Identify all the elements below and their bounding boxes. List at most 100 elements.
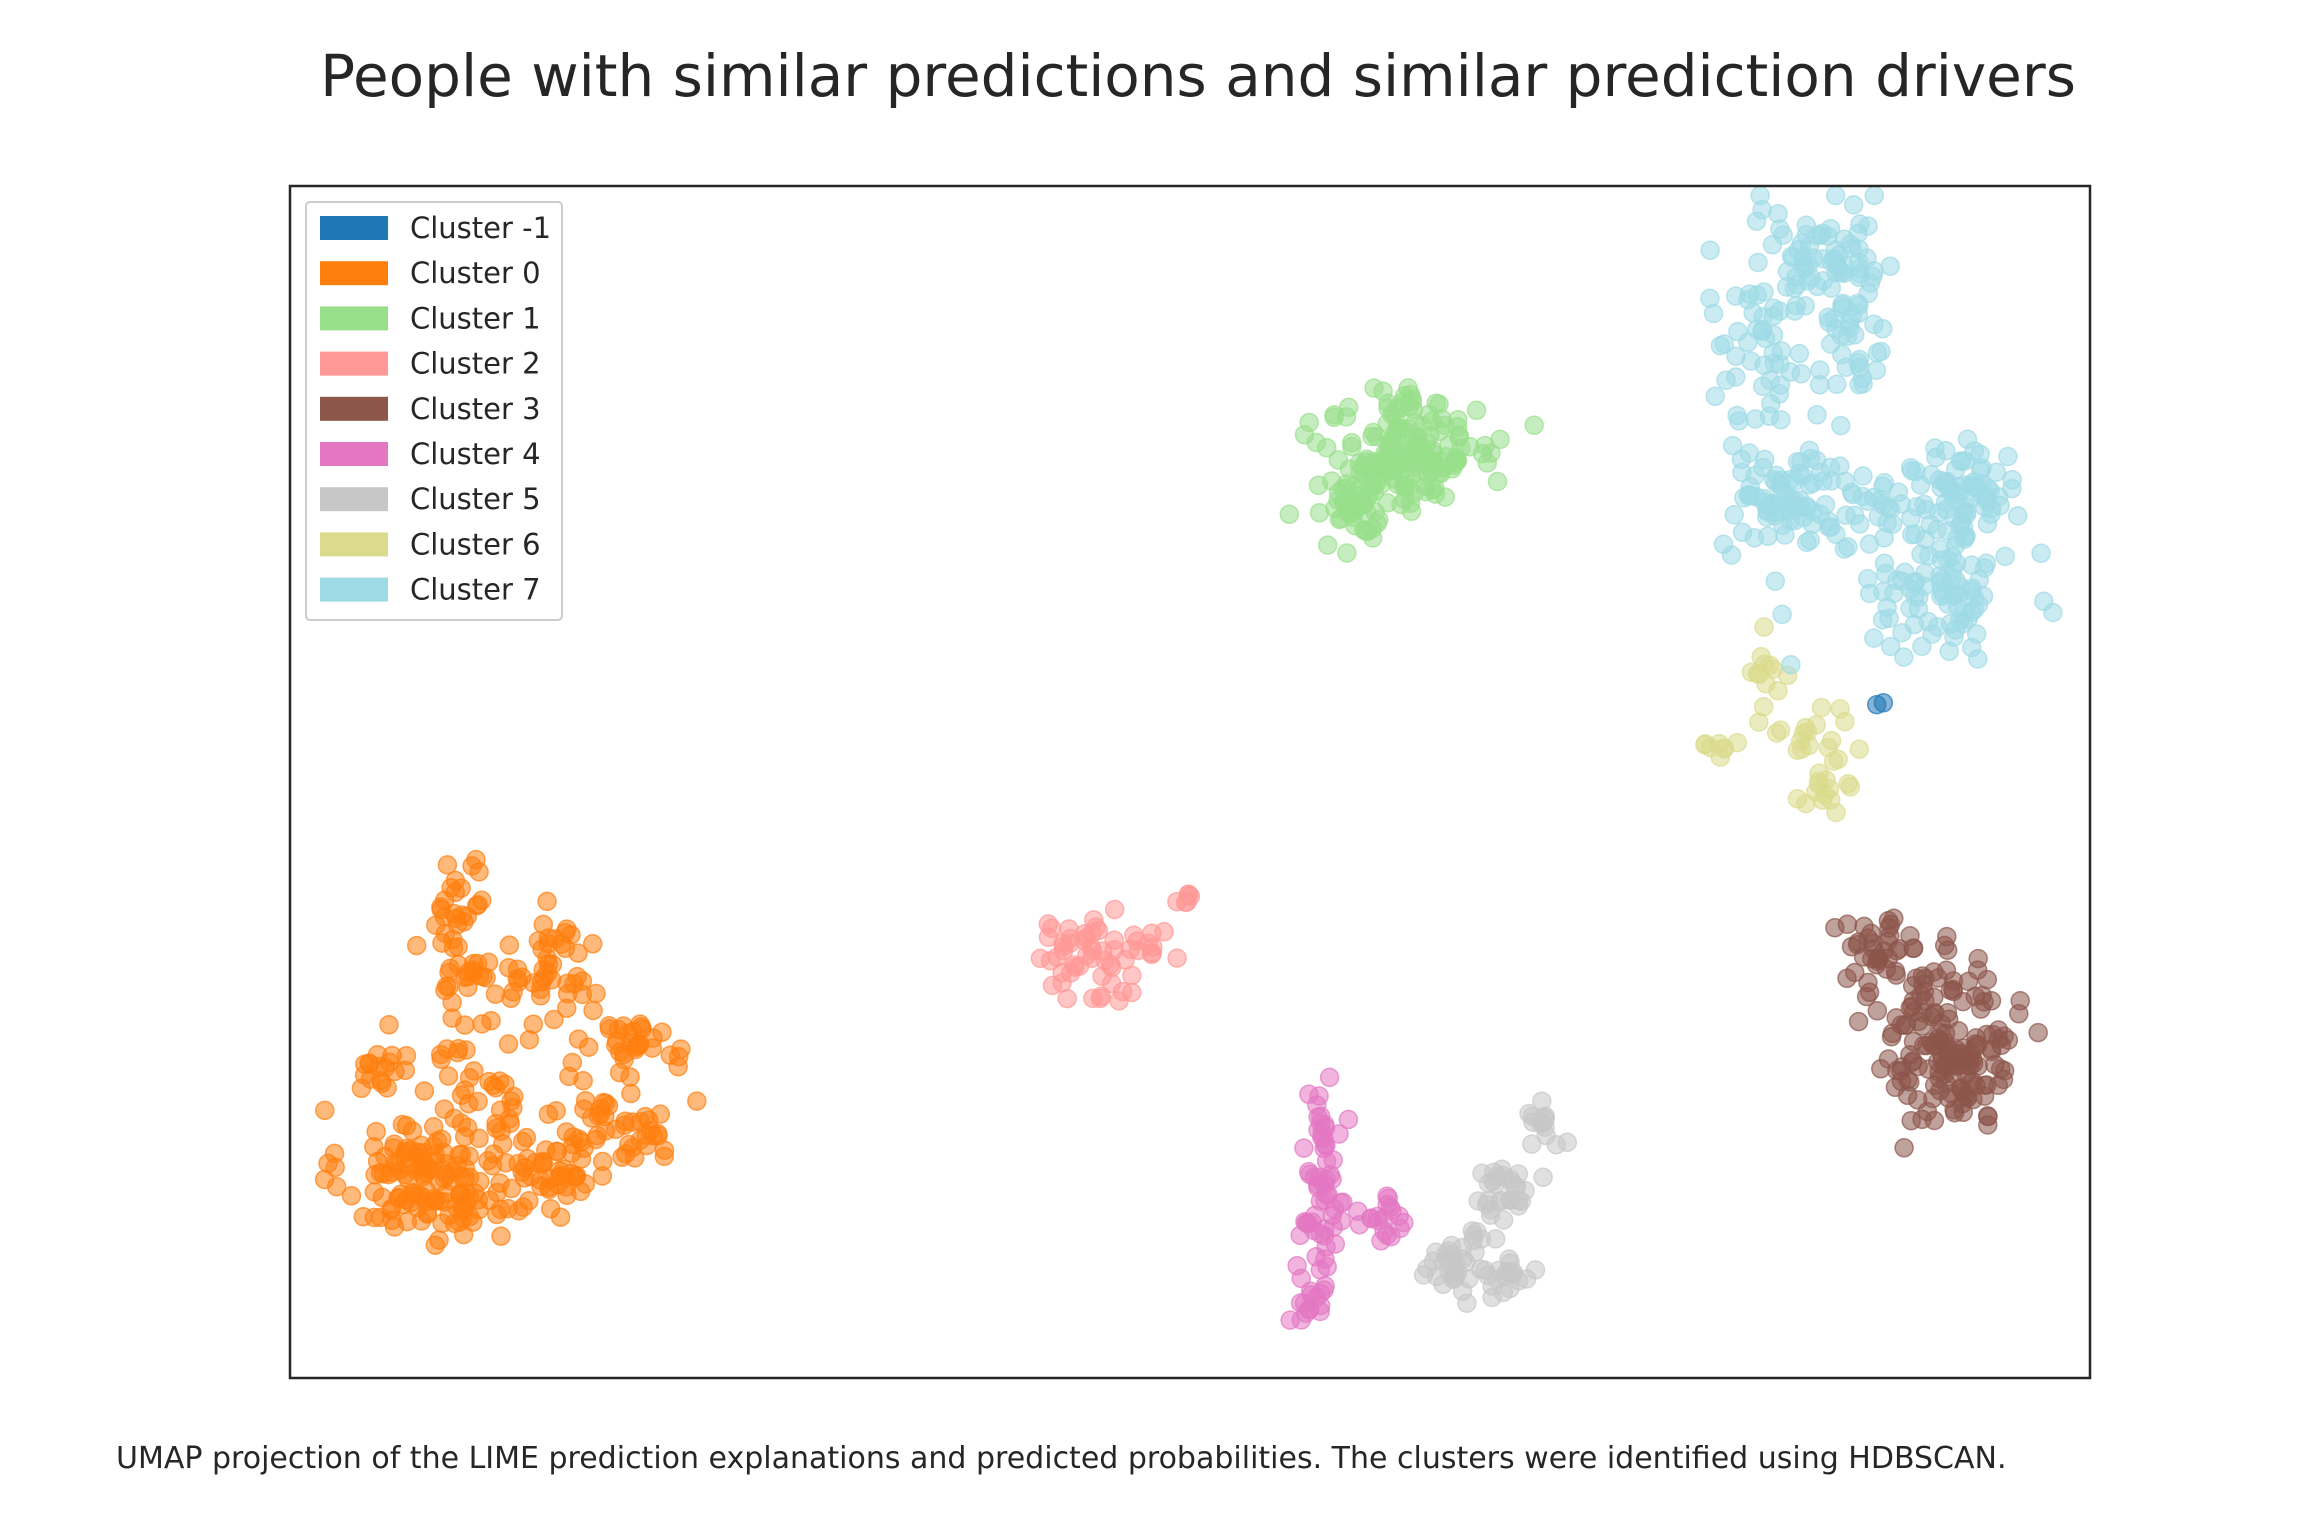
scatter-point: [1964, 441, 1984, 461]
scatter-point: [595, 1121, 616, 1141]
scatter-point: [1826, 262, 1846, 283]
scatter-point: [503, 1098, 523, 1118]
scatter-point: [1848, 1011, 1869, 1032]
scatter-point: [1825, 917, 1845, 938]
scatter-point: [1748, 252, 1768, 273]
series-cluster-2: [1030, 884, 1201, 1011]
scatter-point: [1827, 374, 1847, 395]
scatter-point: [438, 1066, 459, 1086]
scatter-point: [1470, 1259, 1491, 1280]
scatter-point: [1104, 939, 1124, 960]
legend-swatch-cluster-2: [320, 351, 388, 376]
scatter-point: [586, 983, 606, 1004]
scatter-point: [1333, 1192, 1353, 1212]
scatter-point: [1977, 514, 1998, 534]
scatter-point: [1953, 503, 1974, 523]
scatter-point: [1373, 381, 1393, 401]
scatter-point: [592, 1166, 613, 1186]
scatter-point: [1953, 1102, 1973, 1123]
scatter-point: [476, 968, 496, 988]
plot-frame: [288, 184, 2092, 1380]
scatter-point: [385, 1061, 405, 1082]
scatter-point: [1120, 939, 1141, 960]
scatter-point: [516, 1127, 537, 1148]
scatter-point: [570, 1181, 591, 1202]
scatter-point: [1308, 475, 1329, 496]
scatter-point: [1821, 730, 1842, 751]
scatter-point: [1499, 1249, 1519, 1269]
scatter-point: [1937, 1003, 1958, 1023]
scatter-point: [471, 890, 492, 911]
scatter-point: [562, 1052, 583, 1073]
scatter-point: [501, 1178, 522, 1199]
scatter-point: [1878, 910, 1899, 931]
scatter-point: [1337, 543, 1357, 563]
scatter-point: [1864, 628, 1884, 648]
scatter-point: [1409, 442, 1430, 462]
scatter-point: [1765, 571, 1786, 591]
scatter-point: [1831, 325, 1852, 346]
scatter-point: [1843, 195, 1864, 215]
scatter-point: [1797, 722, 1818, 742]
scatter-point: [555, 922, 576, 943]
scatter-point: [1764, 353, 1785, 374]
scatter-point: [1317, 535, 1338, 555]
scatter-point: [397, 1211, 418, 1232]
scatter-point: [1903, 572, 1924, 593]
scatter-point: [1493, 1282, 1514, 1303]
scatter-point: [1700, 737, 1721, 758]
scatter-point: [1809, 774, 1829, 795]
scatter-point: [1894, 647, 1914, 667]
scatter-point: [1821, 471, 1842, 491]
scatter-point: [1057, 988, 1077, 1009]
scatter-point: [1874, 528, 1894, 548]
scatter-point: [437, 855, 458, 875]
scatter-point: [1714, 334, 1735, 354]
scatter-point: [1739, 443, 1760, 463]
legend-swatch-cluster-4: [320, 442, 388, 466]
scatter-point: [1296, 1303, 1316, 1323]
scatter-point: [1493, 1210, 1514, 1230]
scatter-point: [532, 1154, 552, 1175]
scatter-point: [1944, 627, 1964, 647]
scatter-point: [455, 1015, 475, 1035]
scatter-point: [1787, 275, 1807, 295]
scatter-point: [1995, 546, 2015, 567]
scatter-point: [433, 1142, 454, 1163]
scatter-point: [1533, 1167, 1553, 1188]
scatter-point: [1324, 407, 1344, 428]
scatter-point: [1881, 1026, 1902, 1047]
scatter-point: [1968, 948, 1988, 969]
scatter-point: [544, 1009, 564, 1030]
scatter-point: [1781, 654, 1801, 675]
scatter-point: [445, 870, 466, 891]
scatter-point: [563, 1127, 583, 1147]
series-cluster-6: [1695, 617, 1870, 823]
scatter-point: [1871, 1059, 1891, 1079]
scatter-point: [364, 1207, 385, 1228]
scatter-point: [1800, 530, 1820, 551]
scatter-point: [1988, 1075, 2009, 1096]
scatter-point: [2031, 543, 2051, 564]
scatter-point: [1761, 493, 1782, 514]
scatter-point: [314, 1169, 335, 1190]
scatter-point: [1873, 476, 1893, 497]
scatter-point: [446, 908, 467, 929]
scatter-point: [1053, 933, 1073, 954]
scatter-point: [1377, 1186, 1397, 1206]
scatter-point: [482, 1155, 503, 1176]
scatter-point: [426, 915, 446, 935]
scatter-point: [1319, 1067, 1340, 1088]
scatter-point: [367, 1151, 388, 1172]
scatter-point: [624, 1148, 645, 1168]
scatter-point: [452, 1198, 473, 1218]
legend-label-cluster--1: Cluster -1: [410, 211, 551, 245]
scatter-point: [1880, 256, 1900, 276]
scatter-point: [1966, 624, 1987, 644]
scatter-point: [560, 1163, 581, 1184]
scatter-point: [1877, 931, 1898, 952]
scatter-point: [1749, 712, 1769, 732]
scatter-point: [1430, 463, 1451, 484]
series-cluster--1: [1866, 693, 1894, 715]
